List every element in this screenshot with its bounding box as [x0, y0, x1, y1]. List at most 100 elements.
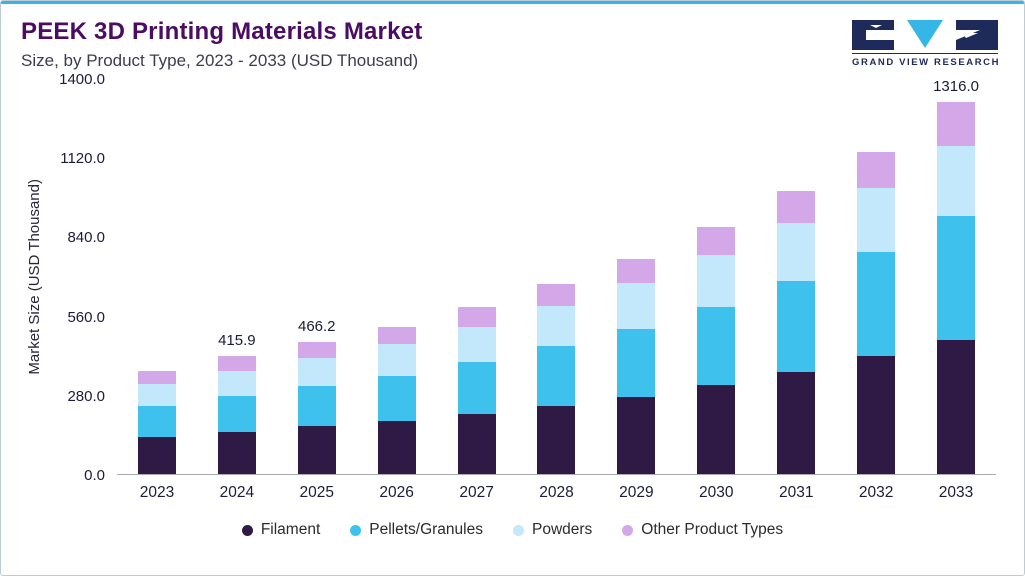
bar-segment-powders — [377, 344, 416, 376]
stacked-bar — [457, 307, 496, 474]
bar-segment-pellets-granules — [297, 386, 336, 427]
bar-segment-filament — [617, 396, 656, 474]
bar-segment-pellets-granules — [777, 281, 816, 372]
logo-text: GRAND VIEW RESEARCH — [852, 53, 999, 68]
bar-group: 1316.0 — [916, 77, 996, 474]
legend-swatch — [350, 524, 362, 536]
bar-segment-other-product-types — [857, 151, 896, 188]
bar-segment-pellets-granules — [857, 251, 896, 357]
x-tick-label: 2032 — [858, 484, 894, 501]
bar-segment-powders — [457, 326, 496, 363]
bar-segment-pellets-granules — [137, 405, 176, 437]
legend-item: Filament — [241, 521, 321, 539]
bar-segment-pellets-granules — [617, 328, 656, 397]
bar-segment-pellets-granules — [937, 216, 976, 340]
bar-value-label: 415.9 — [218, 332, 256, 350]
bar-segment-other-product-types — [697, 226, 736, 255]
bar-segment-filament — [937, 339, 976, 474]
x-tick-label: 2031 — [778, 484, 814, 501]
bar-group — [437, 79, 517, 474]
bar-segment-other-product-types — [617, 258, 656, 284]
bar-segment-filament — [377, 421, 416, 474]
bar-segment-powders — [137, 383, 176, 406]
title-block: PEEK 3D Printing Materials Market Size, … — [21, 18, 422, 71]
bar-group: 466.2 — [277, 79, 357, 474]
bar-segment-filament — [137, 436, 176, 474]
stacked-bar — [537, 283, 576, 474]
bar-segment-powders — [217, 370, 256, 396]
stacked-bar — [217, 356, 256, 474]
x-tick-label: 2027 — [459, 484, 494, 501]
x-tick-label: 2033 — [938, 484, 974, 501]
bar-segment-filament — [297, 426, 336, 474]
stacked-bar — [617, 258, 656, 474]
page-subtitle: Size, by Product Type, 2023 - 2033 (USD … — [21, 51, 419, 70]
x-tick-label: 2030 — [699, 484, 734, 501]
y-axis-ticks: 1400.0 1120.0 840.0 560.0 280.0 0.0 — [51, 71, 117, 484]
top-accent-line — [1, 1, 1024, 4]
logo-glyph-left — [852, 20, 894, 50]
bar-segment-other-product-types — [537, 283, 576, 307]
bar-segment-other-product-types — [217, 356, 256, 371]
y-tick: 1400.0 — [59, 71, 105, 88]
x-tick-label: 2024 — [219, 484, 255, 501]
plot-area: 415.9 466.2 1316.0 — [117, 77, 996, 475]
legend: Filament Pellets/Granules Powders Other Pro… — [1, 521, 1024, 539]
x-tick-label: 2029 — [619, 484, 654, 501]
stacked-bar — [777, 191, 816, 474]
legend-swatch — [622, 524, 634, 536]
legend-label: Other Product Types — [641, 521, 784, 538]
legend-label: Filament — [260, 521, 321, 538]
bar-segment-powders — [777, 223, 816, 282]
bar-group — [836, 79, 916, 474]
y-axis-label: Market Size (USD Thousand) — [25, 179, 43, 375]
y-tick: 280.0 — [67, 387, 105, 405]
y-tick: 560.0 — [67, 308, 105, 326]
header: PEEK 3D Printing Materials Market Size, … — [1, 1, 1024, 71]
bar-segment-filament — [697, 384, 736, 474]
bar-segment-other-product-types — [297, 342, 336, 359]
bar-value-label: 1316.0 — [933, 77, 979, 95]
bar-segment-filament — [217, 431, 256, 474]
bar-group — [117, 79, 197, 474]
stacked-bar — [297, 342, 336, 474]
bar-group — [676, 79, 756, 474]
x-tick-label: 2026 — [379, 484, 414, 501]
y-tick: 0.0 — [84, 467, 105, 484]
bar-segment-filament — [857, 356, 896, 474]
page-title: PEEK 3D Printing Materials Market — [21, 18, 423, 45]
y-tick: 1120.0 — [60, 150, 105, 168]
logo-glyph-middle — [907, 20, 943, 48]
bar-group — [517, 79, 597, 474]
bar-segment-filament — [537, 405, 576, 474]
y-tick: 840.0 — [67, 229, 105, 247]
bar-segment-powders — [857, 187, 896, 252]
bar-segment-filament — [457, 414, 496, 474]
legend-item: Other Product Types — [622, 521, 783, 539]
legend-swatch — [512, 524, 524, 536]
bar-group — [357, 79, 437, 474]
x-tick-label: 2023 — [139, 484, 175, 501]
bar-segment-powders — [537, 306, 576, 347]
bar-segment-pellets-granules — [537, 346, 576, 406]
stacked-bar — [937, 101, 976, 474]
stacked-bar-chart: Market Size (USD Thousand) 1400.0 1120.0 8… — [17, 71, 996, 515]
bar-segment-other-product-types — [937, 101, 976, 147]
bar-group: 415.9 — [197, 79, 277, 474]
bar-segment-other-product-types — [137, 370, 176, 384]
x-tick-label: 2028 — [539, 484, 574, 501]
bar-segment-other-product-types — [777, 191, 816, 224]
x-tick-label: 2025 — [299, 484, 334, 501]
bar-segment-powders — [297, 358, 336, 387]
bar-segment-pellets-granules — [457, 362, 496, 415]
legend-label: Powders — [531, 521, 593, 538]
legend-item: Pellets/Granules — [350, 521, 483, 539]
stacked-bar — [857, 151, 896, 474]
bar-segment-pellets-granules — [697, 306, 736, 385]
legend-label: Pellets/Granules — [369, 521, 483, 538]
x-axis-labels: 2023 2024 2025 2026 2027 2028 2029 2030 2031 2032… — [117, 475, 996, 515]
logo-glyph-right — [956, 20, 998, 50]
bar-segment-pellets-granules — [217, 395, 256, 432]
bar-segment-filament — [777, 371, 816, 474]
